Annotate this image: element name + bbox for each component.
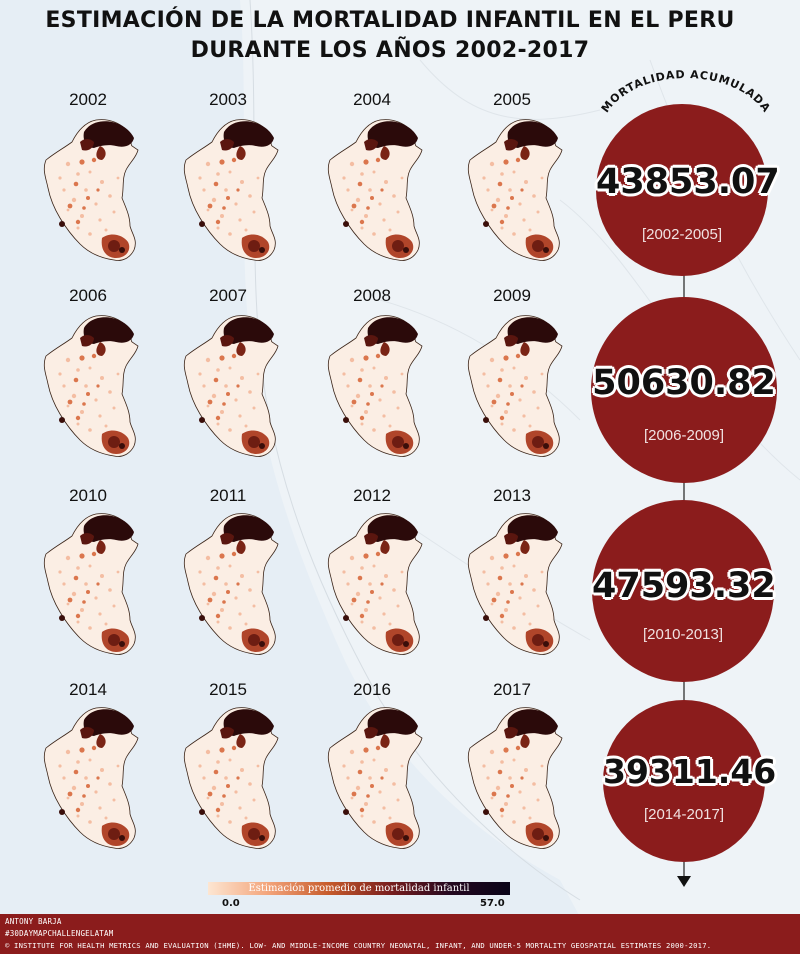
- map-year-label: 2017: [493, 680, 531, 699]
- map-year-label: 2002: [69, 90, 107, 109]
- period-circle-4: 39311.46 [2014-2017]: [603, 700, 777, 862]
- legend-colorbar: [208, 882, 510, 895]
- map-year-label: 2003: [209, 90, 247, 109]
- peru-map-2014: [38, 700, 148, 850]
- legend-max: 57.0: [480, 898, 505, 909]
- map-year-label: 2015: [209, 680, 247, 699]
- period-circle-3: 47593.32 [2010-2013]: [592, 500, 776, 682]
- title-line-2: DURANTE LOS AÑOS 2002-2017: [190, 38, 590, 63]
- map-year-label: 2011: [209, 486, 247, 505]
- map-year-label: 2009: [493, 286, 531, 305]
- period-circle-1: 43853.07 [2002-2005]: [596, 104, 780, 276]
- period-value: 39311.46: [603, 752, 777, 791]
- peru-map-2016: [322, 700, 432, 850]
- map-year-label: 2016: [353, 680, 391, 699]
- legend-min: 0.0: [222, 898, 240, 909]
- legend-title: Estimación promedio de mortalidad infant…: [248, 883, 470, 894]
- map-year-label: 2014: [69, 680, 107, 699]
- map-year-label: 2006: [69, 286, 107, 305]
- period-range: [2006-2009]: [643, 427, 725, 444]
- peru-map-2002: [38, 112, 148, 262]
- peru-map-2003: [178, 112, 288, 262]
- period-range: [2014-2017]: [643, 806, 725, 823]
- peru-map-2013: [462, 506, 572, 656]
- footer: ANTONY BARJA #30DAYMAPCHALLENGELATAM © I…: [0, 914, 800, 954]
- period-range: [2002-2005]: [641, 226, 723, 243]
- period-value: 47593.32: [592, 566, 776, 606]
- peru-map-2011: [178, 506, 288, 656]
- peru-map-2010: [38, 506, 148, 656]
- period-range: [2010-2013]: [642, 626, 724, 643]
- map-year-label: 2004: [353, 90, 391, 109]
- peru-map-2008: [322, 308, 432, 458]
- period-circle-2: 50630.82 [2006-2009]: [591, 297, 777, 483]
- map-year-label: 2010: [69, 486, 107, 505]
- footer-source: © INSTITUTE FOR HEALTH METRICS AND EVALU…: [5, 941, 712, 950]
- map-year-label: 2005: [493, 90, 531, 109]
- map-year-label: 2007: [209, 286, 247, 305]
- period-value: 43853.07: [596, 162, 780, 202]
- peru-map-2004: [322, 112, 432, 262]
- peru-map-2005: [462, 112, 572, 262]
- footer-hashtag: #30DAYMAPCHALLENGELATAM: [5, 929, 114, 938]
- footer-author: ANTONY BARJA: [5, 917, 62, 926]
- peru-map-2009: [462, 308, 572, 458]
- peru-map-2017: [462, 700, 572, 850]
- peru-map-2015: [178, 700, 288, 850]
- map-year-label: 2008: [353, 286, 391, 305]
- map-year-label: 2013: [493, 486, 531, 505]
- peru-map-2012: [322, 506, 432, 656]
- peru-map-2006: [38, 308, 148, 458]
- map-year-label: 2012: [353, 486, 391, 505]
- peru-map-2007: [178, 308, 288, 458]
- title-line-1: ESTIMACIÓN DE LA MORTALIDAD INFANTIL EN …: [45, 8, 735, 33]
- period-value: 50630.82: [592, 363, 776, 403]
